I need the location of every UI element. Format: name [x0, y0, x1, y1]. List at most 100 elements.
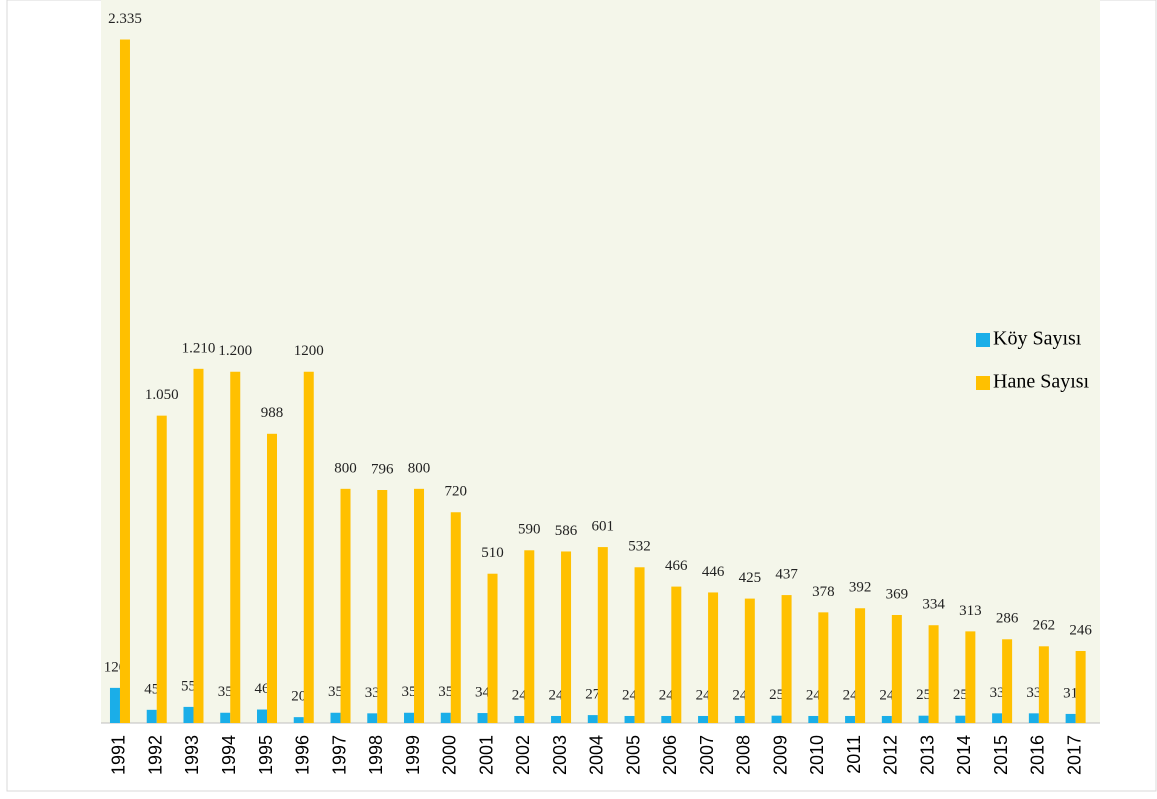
value-label: 532	[628, 539, 651, 555]
value-label: 46	[255, 681, 271, 697]
value-label: 392	[849, 580, 872, 596]
legend-swatch	[976, 376, 990, 390]
bar	[551, 715, 562, 723]
value-label: 33	[1026, 685, 1041, 701]
value-label: 601	[592, 519, 615, 535]
value-label: 34	[475, 684, 491, 700]
x-tick-label: 1996	[293, 735, 313, 775]
x-tick-label: 2014	[954, 735, 974, 775]
value-label: 24	[549, 687, 565, 703]
value-label: 586	[555, 523, 578, 539]
value-label: 246	[1069, 622, 1092, 638]
x-tick-label: 1999	[403, 735, 423, 775]
bar	[744, 598, 755, 723]
x-tick-label: 2013	[917, 735, 937, 775]
bar	[587, 715, 598, 723]
bar	[1065, 713, 1076, 723]
bar	[965, 631, 976, 723]
x-tick-label: 1992	[145, 735, 165, 775]
bar	[156, 415, 167, 723]
value-label: 20	[291, 689, 306, 705]
value-label: 35	[402, 684, 417, 700]
value-label: 24	[512, 687, 528, 703]
x-tick-label: 2004	[587, 735, 607, 775]
x-tick-label: 1997	[329, 735, 349, 775]
frame	[6, 0, 1157, 792]
bar	[514, 715, 525, 723]
bar	[367, 713, 378, 723]
value-label: 33	[990, 685, 1005, 701]
value-label: 55	[181, 678, 196, 694]
bar	[698, 715, 709, 723]
x-tick-label: 2017	[1064, 735, 1084, 775]
value-label: 35	[438, 684, 453, 700]
x-tick-label: 1994	[219, 735, 239, 775]
bar	[414, 488, 425, 723]
value-label: 24	[622, 687, 638, 703]
bar	[881, 715, 892, 723]
bar	[845, 715, 856, 723]
value-label: 796	[371, 461, 394, 477]
value-label: 24	[696, 687, 712, 703]
bar	[330, 712, 341, 723]
bar	[624, 715, 635, 723]
bar	[477, 713, 488, 723]
bar	[781, 595, 792, 723]
bar	[634, 567, 645, 723]
bar	[671, 586, 682, 723]
x-tick-label: 2005	[623, 735, 643, 775]
bar	[734, 715, 745, 723]
value-label: 24	[659, 687, 675, 703]
bar	[1002, 639, 1013, 723]
value-label: 466	[665, 558, 688, 574]
value-label: 33	[365, 685, 380, 701]
bar	[992, 713, 1003, 723]
value-label: 446	[702, 564, 725, 580]
value-label: 25	[769, 687, 784, 703]
value-label: 27	[585, 687, 601, 703]
value-label: 24	[843, 687, 859, 703]
value-label: 720	[445, 484, 468, 500]
bar	[561, 551, 572, 723]
legend-swatch	[976, 333, 990, 347]
bar	[119, 39, 130, 724]
value-label: 800	[408, 460, 431, 476]
value-label: 24	[806, 687, 822, 703]
bar	[808, 715, 819, 723]
value-label: 988	[261, 405, 284, 421]
value-label: 313	[959, 603, 982, 619]
value-label: 1200	[294, 343, 324, 359]
bar	[404, 712, 415, 723]
x-tick-label: 1995	[256, 735, 276, 775]
value-label: 437	[775, 567, 798, 583]
value-label: 800	[334, 460, 357, 476]
x-tick-label: 1991	[109, 735, 129, 775]
x-tick-label: 2011	[844, 735, 864, 774]
x-tick-label: 1998	[366, 735, 386, 775]
bar	[440, 712, 451, 723]
x-tick-label: 1993	[182, 735, 202, 775]
bar	[450, 512, 461, 723]
bar	[487, 573, 498, 723]
value-label: 378	[812, 584, 835, 600]
bar	[708, 592, 719, 723]
bar	[303, 371, 314, 723]
value-label: 1.210	[182, 340, 216, 356]
bar	[183, 706, 194, 723]
bar	[855, 608, 866, 723]
x-tick-label: 2006	[660, 735, 680, 775]
x-tick-label: 2000	[440, 735, 460, 775]
bar	[109, 687, 120, 723]
value-label: 2.335	[108, 11, 142, 27]
bar	[928, 625, 939, 723]
bar	[1038, 646, 1049, 723]
x-tick-label: 2001	[476, 735, 496, 775]
value-label: 35	[328, 684, 343, 700]
value-label: 24	[732, 687, 748, 703]
value-label: 1.200	[218, 343, 252, 359]
x-tick-label: 2012	[881, 735, 901, 775]
bar	[146, 709, 157, 723]
value-label: 35	[218, 684, 233, 700]
bar	[230, 371, 241, 723]
